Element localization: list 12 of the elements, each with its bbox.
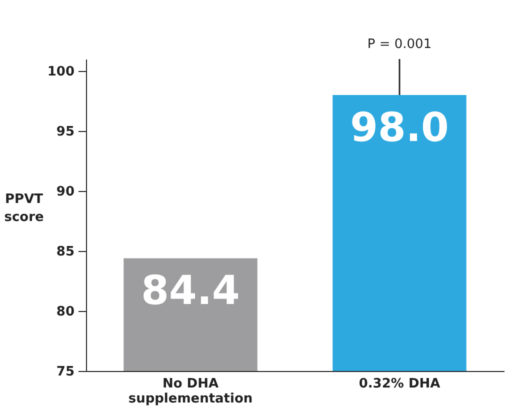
x-tick-label: 0.32% DHA — [358, 376, 440, 392]
y-axis-title: PPVT score — [4, 192, 44, 225]
data-label: 98.0 — [350, 105, 449, 151]
y-tick-label: 75 — [56, 364, 74, 380]
y-tick-label: 85 — [56, 244, 74, 260]
x-tick-label: No DHA supplementation — [128, 376, 253, 406]
y-tick-label: 90 — [56, 184, 74, 200]
data-label: 84.4 — [141, 268, 240, 314]
y-tick-label: 80 — [56, 304, 74, 320]
annotation: P = 0.001 — [367, 37, 432, 52]
y-tick-label: 100 — [47, 64, 74, 80]
y-tick-label: 95 — [56, 124, 74, 140]
